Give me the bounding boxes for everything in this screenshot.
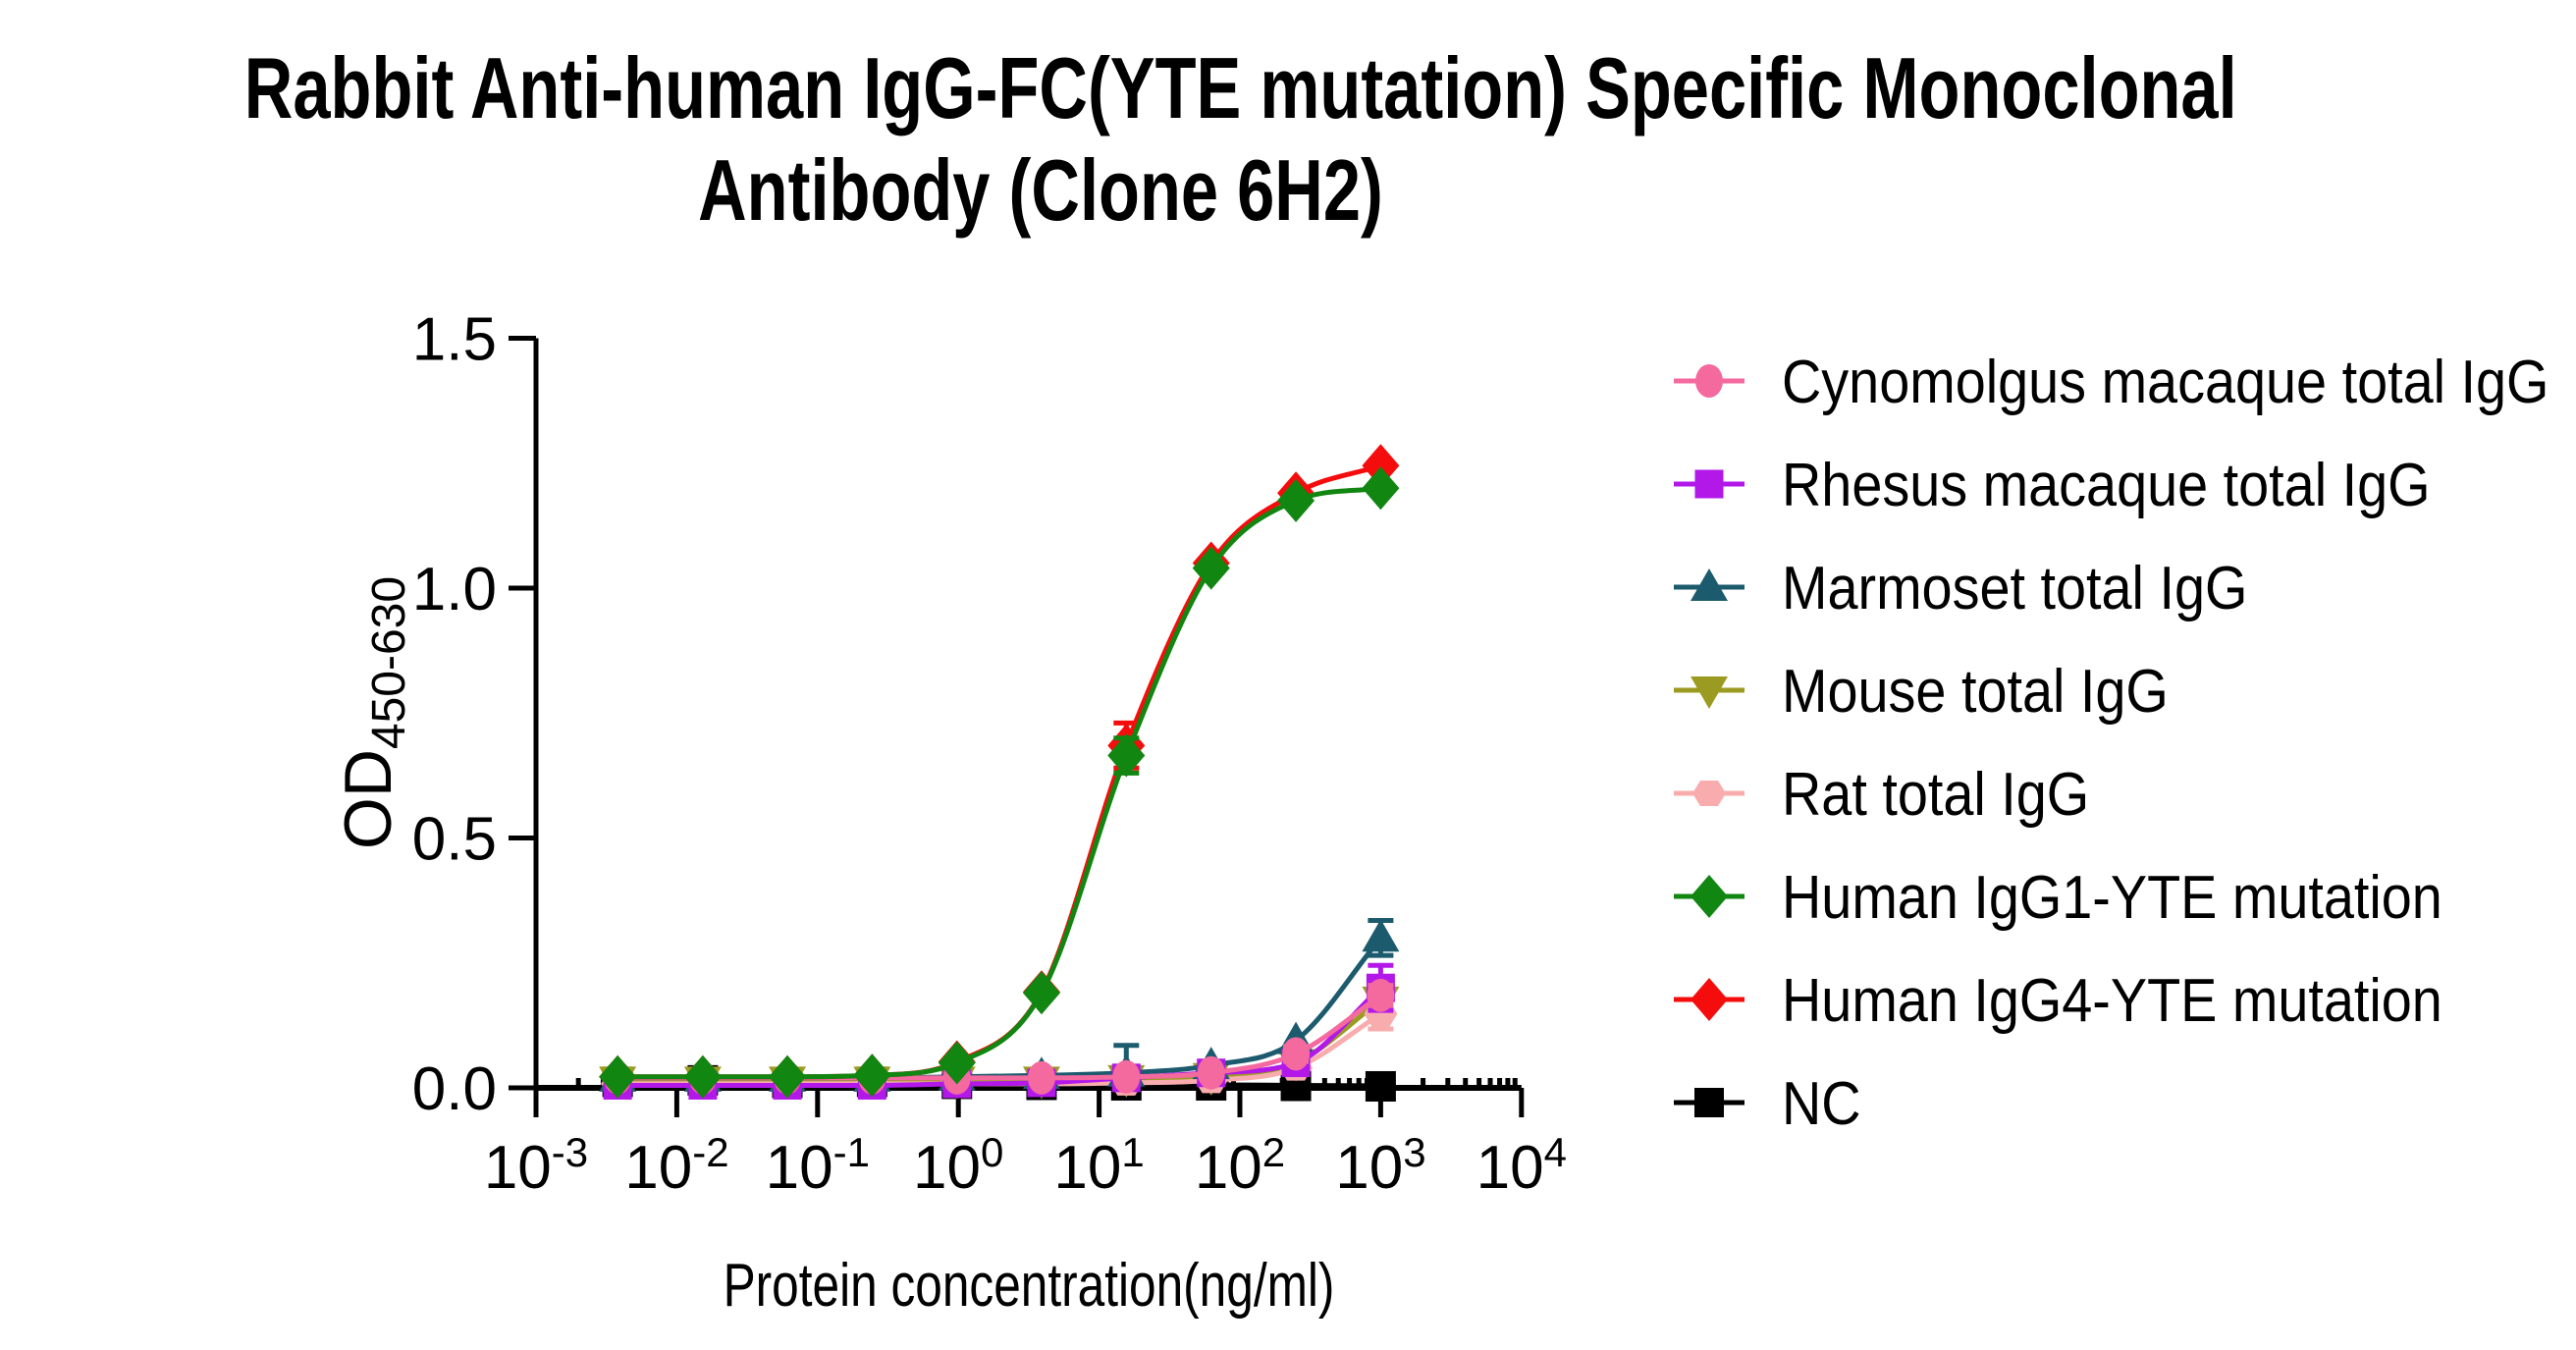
x-tick-label: 103 xyxy=(1335,1129,1425,1202)
legend-item-cynomolgus-macaque-total-igg: Cynomolgus macaque total IgG xyxy=(1674,349,2549,416)
marker-diamond xyxy=(599,1054,637,1099)
series-line xyxy=(617,986,1383,1088)
y-tick-label: 1.0 xyxy=(412,556,497,623)
legend-item-human-igg1-yte-mutation: Human IgG1-YTE mutation xyxy=(1674,864,2442,932)
legend-label: Rat total IgG xyxy=(1782,761,2089,828)
series-line xyxy=(617,936,1383,1081)
marker-diamond xyxy=(683,1054,722,1099)
marker-triangle-up xyxy=(1690,568,1728,601)
marker-circle xyxy=(1367,978,1395,1012)
y-axis-title: OD450-630 xyxy=(331,576,415,849)
marker-diamond xyxy=(1022,971,1060,1015)
marker-diamond xyxy=(1192,546,1230,590)
series-human-igg4-yte-mutation xyxy=(599,444,1400,1099)
legend-label: Cynomolgus macaque total IgG xyxy=(1782,349,2549,415)
x-tick-label: 100 xyxy=(913,1129,1003,1202)
series-human-igg1-yte-mutation xyxy=(599,466,1400,1099)
x-tick-label: 101 xyxy=(1053,1129,1144,1202)
series-layer xyxy=(599,444,1400,1102)
y-tick-label: 1.5 xyxy=(412,306,497,374)
y-tick-label: 0.0 xyxy=(412,1055,497,1123)
marker-diamond xyxy=(853,1053,891,1098)
marker-triangle-up xyxy=(1362,919,1400,952)
x-tick-label: 10-2 xyxy=(624,1129,728,1202)
legend-item-human-igg4-yte-mutation: Human IgG4-YTE mutation xyxy=(1674,967,2442,1035)
series-line xyxy=(617,462,1382,1080)
legend-label: Marmoset total IgG xyxy=(1782,555,2247,621)
x-tick-label: 102 xyxy=(1195,1129,1285,1202)
marker-diamond xyxy=(1690,978,1728,1021)
legend-item-mouse-total-igg: Mouse total IgG xyxy=(1674,658,2169,726)
x-axis-title-group: Protein concentration(ng/ml) xyxy=(724,1251,1335,1320)
marker-hexagon xyxy=(1692,781,1726,806)
marker-square xyxy=(1694,1088,1724,1117)
legend-label: Mouse total IgG xyxy=(1782,658,2169,725)
marker-circle xyxy=(1027,1060,1055,1095)
marker-square xyxy=(1694,469,1724,499)
marker-diamond xyxy=(1362,466,1400,511)
series-line xyxy=(617,1011,1382,1087)
series-line xyxy=(617,485,1381,1080)
y-tick-label: 0.5 xyxy=(412,806,497,874)
series-line xyxy=(617,993,1382,1081)
legend-item-rat-total-igg: Rat total IgG xyxy=(1674,761,2089,829)
x-tick-label: 10-1 xyxy=(766,1129,870,1202)
x-tick-label: 10-3 xyxy=(484,1129,588,1202)
marker-circle xyxy=(1197,1055,1225,1090)
legend-item-marmoset-total-igg: Marmoset total IgG xyxy=(1674,555,2247,622)
legend-label: Human IgG1-YTE mutation xyxy=(1782,864,2442,931)
marker-diamond xyxy=(1277,478,1315,522)
y-axis-title-group: OD450-630 xyxy=(331,576,415,849)
marker-diamond xyxy=(1362,444,1400,488)
legend: Cynomolgus macaque total IgG Rhesus macaq… xyxy=(1674,349,2549,1138)
marker-diamond xyxy=(1690,875,1728,918)
legend-label: Rhesus macaque total IgG xyxy=(1782,452,2431,518)
marker-circle xyxy=(1282,1037,1311,1071)
x-axis-title: Protein concentration(ng/ml) xyxy=(724,1251,1335,1320)
marker-diamond xyxy=(769,1054,807,1099)
legend-item-rhesus-macaque-total-igg: Rhesus macaque total IgG xyxy=(1674,452,2431,519)
marker-circle xyxy=(1112,1059,1141,1094)
legend-label: Human IgG4-YTE mutation xyxy=(1782,967,2442,1034)
tick-label-layer: 0.0 0.5 1.0 1.5 10-3 10-2 10-1 100 101 102 103 104 xyxy=(412,306,1567,1203)
legend-item-nc: NC xyxy=(1674,1070,1861,1138)
marker-circle xyxy=(1695,364,1723,398)
legend-label: NC xyxy=(1782,1070,1861,1137)
y-axis-title-subscript: 450-630 xyxy=(363,576,415,749)
marker-diamond xyxy=(1107,733,1146,778)
marker-triangle-down xyxy=(1690,676,1728,709)
x-tick-label: 104 xyxy=(1476,1129,1567,1202)
marker-square xyxy=(1365,1070,1396,1102)
marker-diamond xyxy=(938,1041,976,1085)
y-axis-title-main: OD xyxy=(331,749,405,849)
series-line xyxy=(617,998,1382,1083)
